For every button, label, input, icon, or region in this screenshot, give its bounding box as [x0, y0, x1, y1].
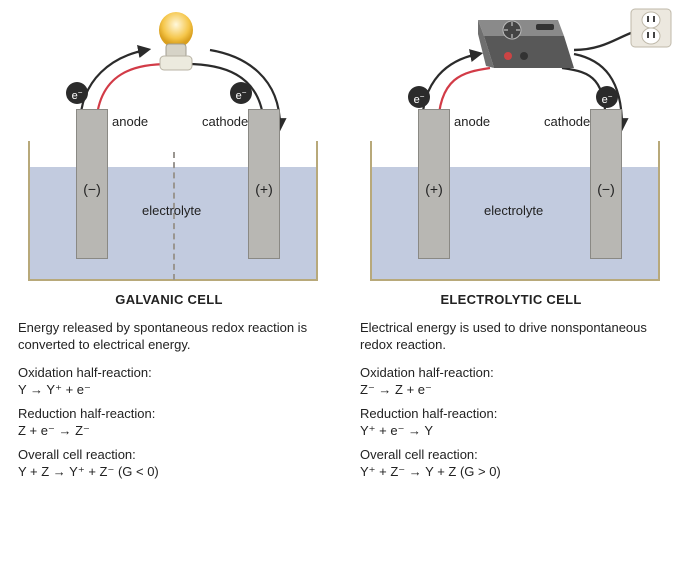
cathode-sign: (−) — [591, 180, 621, 199]
electrolytic-desc: Electrical energy is used to drive nonsp… — [360, 319, 662, 354]
electron-badge-right: e− — [596, 86, 618, 108]
overall-eqn: Y⁺ + Z⁻ → Y + Z (G > 0) — [360, 463, 662, 481]
power-supply-icon — [478, 18, 574, 78]
cathode-label: cathode — [544, 113, 590, 131]
electrolytic-panel: e− e− anode cathode (+) (−) electrolyte … — [342, 0, 672, 497]
galvanic-title: GALVANIC CELL — [18, 291, 320, 309]
electrolytic-diagram: e− e− anode cathode (+) (−) electrolyte — [360, 6, 670, 281]
galvanic-diagram: e− e− anode cathode (−) (+) electrolyte — [18, 6, 328, 281]
ox-eqn: Z⁻ → Z + e⁻ — [360, 381, 662, 399]
red-eqn: Y⁺ + e⁻ → Y — [360, 422, 662, 440]
electrolyte-label: electrolyte — [142, 202, 201, 220]
cathode-label: cathode — [202, 113, 248, 131]
anode-sign: (+) — [419, 180, 449, 199]
cathode-electrode: (+) — [248, 109, 280, 259]
red-eqn: Z + e⁻ → Z⁻ — [18, 422, 320, 440]
red-label: Reduction half-reaction: — [18, 405, 320, 423]
red-label: Reduction half-reaction: — [360, 405, 662, 423]
electron-badge-left: e− — [66, 82, 88, 104]
light-bulb-icon — [154, 12, 198, 82]
anode-electrode: (+) — [418, 109, 450, 259]
ox-eqn: Y → Y⁺ + e⁻ — [18, 381, 320, 399]
anode-sign: (−) — [77, 180, 107, 199]
overall-label: Overall cell reaction: — [18, 446, 320, 464]
ox-label: Oxidation half-reaction: — [360, 364, 662, 382]
overall-label: Overall cell reaction: — [360, 446, 662, 464]
electrolyte-label: electrolyte — [484, 202, 543, 220]
electron-badge-right: e− — [230, 82, 252, 104]
electrolytic-title: ELECTROLYTIC CELL — [360, 291, 662, 309]
galvanic-panel: e− e− anode cathode (−) (+) electrolyte … — [0, 0, 330, 497]
anode-label: anode — [112, 113, 148, 131]
galvanic-desc: Energy released by spontaneous redox rea… — [18, 319, 320, 354]
cathode-electrode: (−) — [590, 109, 622, 259]
cathode-sign: (+) — [249, 180, 279, 199]
ox-label: Oxidation half-reaction: — [18, 364, 320, 382]
anode-label: anode — [454, 113, 490, 131]
comparison-figure: e− e− anode cathode (−) (+) electrolyte … — [0, 0, 700, 497]
overall-eqn: Y + Z → Y⁺ + Z⁻ (G < 0) — [18, 463, 320, 481]
electron-badge-left: e− — [408, 86, 430, 108]
wall-outlet-icon — [630, 8, 672, 48]
anode-electrode: (−) — [76, 109, 108, 259]
